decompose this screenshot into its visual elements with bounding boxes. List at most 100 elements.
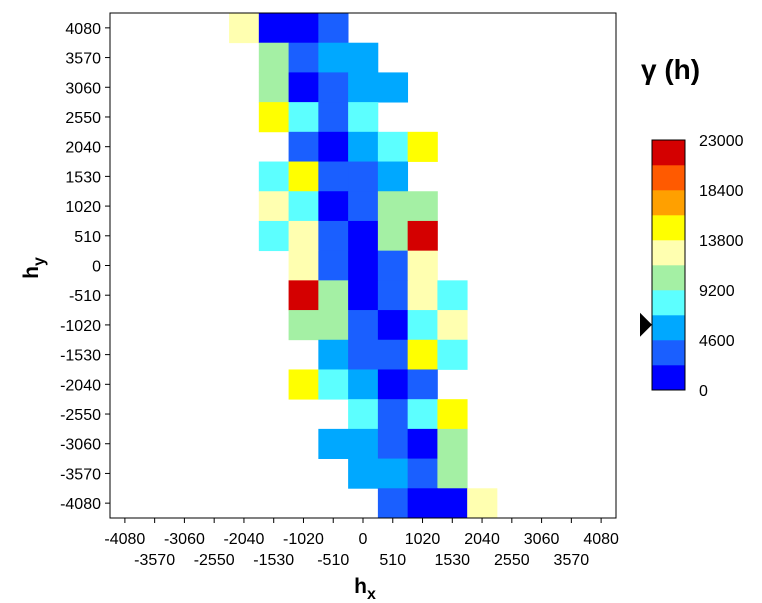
heatmap-cell [407, 191, 438, 222]
y-tick-label: -3060 [60, 437, 101, 454]
x-tick-label: -1020 [283, 531, 324, 548]
colorbar-band [652, 165, 685, 191]
heatmap-cell [288, 102, 319, 133]
heatmap-cell [348, 102, 379, 133]
y-tick-label: -2040 [60, 377, 101, 394]
y-tick-label: -4080 [60, 496, 101, 513]
colorbar-tick-label: 9200 [699, 283, 735, 300]
heatmap-cell [288, 250, 319, 281]
heatmap-cell [437, 310, 468, 341]
colorbar-band [652, 190, 685, 216]
heatmap-cell [407, 131, 438, 162]
heatmap-cell [258, 191, 289, 222]
heatmap-cell [377, 399, 409, 430]
heatmap-cell [318, 72, 349, 103]
heatmap-cell [407, 428, 438, 459]
heatmap-cell [258, 72, 289, 103]
y-tick-label: 510 [74, 229, 101, 246]
heatmap-cell [348, 161, 379, 192]
colorbar-band [652, 265, 685, 291]
x-tick-label: -2040 [223, 531, 264, 548]
heatmap-cell [318, 161, 349, 192]
y-axis-ticks: 4080 3570 3060 2550 2040 1530 1020 510 0 -510 -102… [60, 21, 110, 513]
heatmap-cell [377, 72, 409, 103]
y-tick-label: -1020 [60, 318, 101, 335]
heatmap-cell [377, 458, 409, 489]
heatmap-cell [258, 102, 289, 133]
heatmap-cell [318, 13, 349, 44]
heatmap-cell [288, 191, 319, 222]
colorbar-band [652, 140, 685, 166]
x-tick-label: 1530 [434, 552, 470, 569]
heatmap-cell [377, 220, 409, 252]
heatmap-cell [288, 369, 319, 400]
colorbar-marker-arrow [640, 312, 652, 337]
heatmap-cell [377, 428, 409, 459]
heatmap-cell [318, 369, 349, 400]
colorbar-tick-label: 4600 [699, 333, 735, 350]
heatmap-cell [288, 131, 319, 162]
heatmap-cell [288, 161, 319, 192]
heatmap-cell [377, 191, 409, 222]
colorbar-band [652, 340, 685, 366]
heatmap-cell [288, 13, 319, 44]
heatmap-cell [318, 102, 349, 133]
y-tick-label: 1530 [65, 169, 101, 186]
heatmap-cell [437, 280, 468, 311]
heatmap-cell [437, 428, 468, 459]
y-tick-label: 3570 [65, 51, 101, 68]
colorbar-band [652, 240, 685, 266]
colorbar-tick-label: 18400 [699, 183, 744, 200]
heatmap-cell [348, 220, 379, 252]
heatmap-cell [348, 131, 379, 162]
heatmap-cell [407, 339, 438, 370]
heatmap-cell [348, 42, 379, 73]
heatmap-cell [288, 280, 319, 311]
heatmap-cell [437, 488, 468, 519]
heatmap-cell [318, 339, 349, 370]
y-tick-label: 0 [92, 259, 101, 276]
heatmap-cell [348, 280, 379, 311]
colorbar-band [652, 290, 685, 316]
x-axis-ticks: -4080 -3060 -2040 -1020 0 1020 2040 3060 4080 -35… [104, 518, 619, 569]
y-tick-label: -510 [69, 288, 101, 305]
x-tick-label: 0 [359, 531, 368, 548]
x-tick-label: 2550 [494, 552, 530, 569]
heatmap-cell [348, 310, 379, 341]
heatmap-cell [377, 488, 409, 519]
x-tick-label: 3060 [524, 531, 560, 548]
colorbar [651, 139, 686, 391]
x-axis-title: hx [354, 575, 376, 603]
heatmap-cell [377, 280, 409, 311]
heatmap-cell [318, 42, 349, 73]
y-tick-label: -1530 [60, 348, 101, 365]
heatmap-cell [318, 428, 349, 459]
colorbar-frame [651, 139, 686, 391]
colorbar-band [652, 315, 685, 341]
x-tick-label: -2550 [194, 552, 235, 569]
heatmap-cell [288, 72, 319, 103]
heatmap-cell [318, 131, 349, 162]
y-tick-label: 2550 [65, 110, 101, 127]
heatmap-cell [229, 13, 260, 44]
x-tick-label: 4080 [583, 531, 619, 548]
heatmap-cell [318, 191, 349, 222]
colorbar-tick-label: 0 [699, 383, 708, 400]
heatmap-cells [229, 13, 498, 519]
x-tick-label: -3060 [164, 531, 205, 548]
x-tick-label: 510 [379, 552, 406, 569]
y-tick-label: 3060 [65, 80, 101, 97]
heatmap-cell [348, 339, 379, 370]
heatmap-cell [407, 250, 438, 281]
heatmap-cell [348, 458, 379, 489]
y-tick-label: 2040 [65, 140, 101, 157]
heatmap-cell [348, 428, 379, 459]
colorbar-tick-label: 23000 [699, 133, 744, 150]
heatmap-cell [318, 220, 349, 252]
heatmap-cell [258, 220, 289, 252]
x-tick-label: 2040 [464, 531, 500, 548]
heatmap-cell [258, 13, 289, 44]
heatmap-cell [437, 339, 468, 370]
x-tick-label: -510 [317, 552, 349, 569]
